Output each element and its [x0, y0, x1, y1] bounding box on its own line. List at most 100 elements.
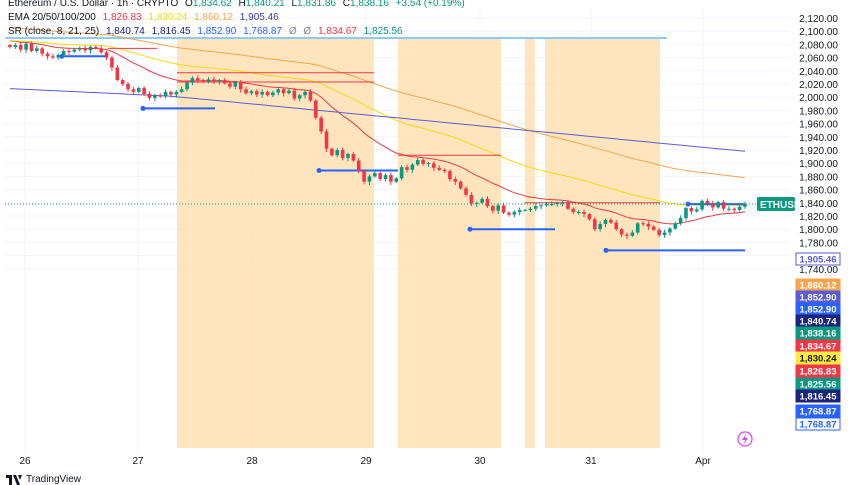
candle-body [18, 45, 23, 50]
sr-value-8: 1,825.56 [363, 26, 403, 37]
candle-body [469, 194, 474, 204]
candle-body [705, 200, 710, 204]
lightning-icon[interactable] [737, 431, 753, 447]
price-tag-label: 1,905.46 [800, 255, 837, 266]
candle-body [732, 208, 737, 211]
support-dot [140, 105, 146, 111]
price-tag-label: 1,838.16 [800, 329, 837, 340]
candle-body [142, 87, 146, 94]
price-tag-label: 1,826.83 [800, 367, 837, 378]
candle-body [24, 43, 28, 50]
candle-body [201, 80, 205, 82]
price-axis[interactable]: 2,120.00 2,100.00 2,080.00 2,060.00 2,040.00… [799, 14, 838, 276]
ema20-line [9, 40, 746, 225]
chart-grid [5, 8, 790, 452]
price-tags: 1,905.461,860.121,852.901,852.901,840.74… [795, 252, 841, 431]
candle-body [609, 219, 613, 223]
y-tick-label: 1,920.00 [799, 146, 838, 157]
candle-body [254, 91, 259, 95]
candle-body [410, 164, 415, 170]
legend-ema-row: EMA 20/50/100/200 1,826.83 1,830.24 1,86… [8, 12, 283, 23]
candle-body [716, 202, 720, 208]
candle-body [238, 82, 243, 90]
zone-band [525, 38, 535, 448]
y-tick-label: 2,080.00 [799, 40, 838, 51]
price-tag-bg [795, 417, 841, 431]
candle-body [657, 229, 661, 236]
price-tag-bg [795, 364, 841, 378]
candle-body [163, 91, 168, 97]
y-tick-label: 2,100.00 [799, 27, 838, 38]
ema100-value: 1,860.12 [194, 12, 234, 23]
candle-body [308, 91, 313, 101]
candle-body [603, 219, 608, 224]
candle-body [437, 167, 441, 170]
low-label: L [291, 0, 298, 9]
candle-body [491, 206, 495, 211]
price-tag-label: 1,768.87 [800, 407, 837, 418]
candle-body [480, 198, 484, 203]
candle-body [324, 131, 329, 149]
zone-band [398, 38, 501, 448]
candle-body [442, 169, 447, 172]
open-value: 1,834.62 [192, 0, 232, 9]
candle-body [432, 163, 436, 168]
x-tick-label: 29 [360, 456, 372, 467]
x-tick-label: 26 [19, 456, 31, 467]
high-value: 1,840.21 [245, 0, 285, 9]
candle-body [635, 223, 640, 233]
sr-value-6: Ø [303, 26, 312, 37]
candle-body [737, 206, 742, 211]
candle-body [72, 49, 77, 52]
candle-body [228, 83, 232, 87]
candle-body [271, 92, 275, 96]
candle-body [45, 53, 50, 57]
candle-body [550, 204, 554, 206]
price-tag-bg [795, 326, 841, 340]
candle-body [83, 48, 87, 51]
candle-body [136, 87, 141, 92]
candle-body [662, 232, 667, 236]
candle-body [394, 178, 399, 182]
price-tag-bg [795, 404, 841, 418]
ema200-value: 1,905.46 [239, 12, 279, 23]
candle-body [544, 204, 549, 206]
zone-band [545, 38, 660, 448]
tradingview-logo[interactable]: TradingView [6, 474, 81, 485]
candle-body [485, 198, 490, 207]
legend-symbol-row: Ethereum / U.S. Dollar · 1h · CRYPTO O1,… [8, 0, 469, 9]
candle-body [276, 89, 281, 93]
price-tag-label: 1,825.56 [800, 380, 837, 391]
candle-body [678, 217, 683, 224]
candle-body [303, 91, 307, 96]
candle-body [260, 91, 264, 95]
candle-body [56, 54, 61, 58]
price-tag-label: 1,852.90 [800, 293, 837, 304]
y-tick-label: 1,880.00 [799, 172, 838, 183]
candle-body [35, 48, 39, 51]
candle-body [373, 173, 377, 177]
legend-sr-row: SR (close, 8, 21, 25) 1,840.74 1,816.45 … [8, 26, 407, 37]
y-tick-label: 1,820.00 [799, 212, 838, 223]
candle-body [539, 205, 543, 207]
candle-body [560, 202, 565, 204]
x-tick-label: 27 [132, 456, 144, 467]
time-axis[interactable]: 26 27 28 29 30 31 Apr [19, 456, 711, 467]
candle-body [351, 153, 356, 161]
candle-body [185, 82, 189, 90]
candles [8, 41, 747, 240]
sr-title: SR (close, 8, 21, 25) [8, 26, 100, 37]
candle-body [694, 209, 699, 212]
price-tag-label: 1,860.12 [800, 281, 837, 292]
candle-body [619, 229, 624, 235]
ema20-value: 1,826.83 [102, 12, 142, 23]
candle-body [335, 150, 340, 156]
candle-body [576, 212, 581, 214]
candle-body [700, 200, 704, 210]
close-value: 1,838.16 [350, 0, 389, 9]
y-tick-label: 1,860.00 [799, 186, 838, 197]
candle-body [356, 160, 361, 172]
candle-body [474, 202, 479, 204]
y-tick-label: 1,900.00 [799, 159, 838, 170]
